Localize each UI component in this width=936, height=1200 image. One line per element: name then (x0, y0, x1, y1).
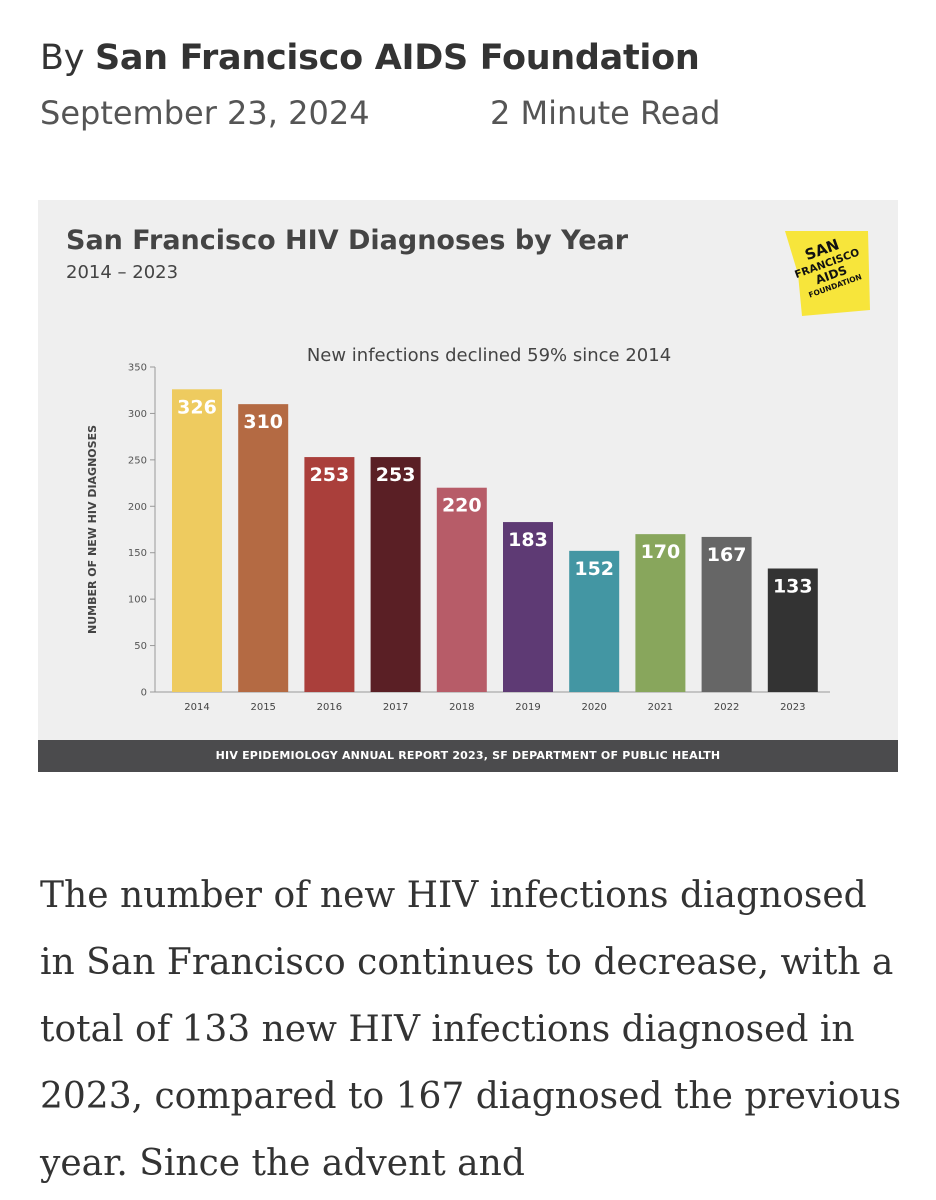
byline-prefix: By (40, 38, 85, 78)
y-tick-label: 200 (128, 502, 147, 513)
chart-card: San Francisco HIV Diagnoses by Year 2014… (38, 200, 898, 772)
y-tick-label: 250 (128, 455, 147, 466)
bar-value-label: 170 (641, 541, 681, 563)
x-tick-label: 2022 (714, 702, 739, 713)
x-tick-label: 2020 (581, 702, 606, 713)
bar-value-label: 310 (243, 411, 283, 433)
y-axis-label: NUMBER OF NEW HIV DIAGNOSES (86, 425, 99, 634)
bar-value-label: 133 (773, 576, 813, 598)
bar-2020 (569, 550, 620, 692)
bar-2019 (503, 522, 553, 692)
chart-annotation: New infections declined 59% since 2014 (307, 345, 671, 366)
x-tick-label: 2021 (648, 702, 673, 713)
bar-2023 (767, 568, 818, 692)
bar-value-label: 183 (508, 529, 548, 551)
x-tick-label: 2018 (449, 702, 474, 713)
bar-value-label: 167 (707, 544, 747, 566)
y-tick-label: 50 (134, 641, 147, 652)
publish-date: September 23, 2024 (40, 94, 370, 132)
x-tick-label: 2015 (250, 702, 275, 713)
author-link[interactable]: San Francisco AIDS Foundation (94, 38, 700, 78)
article-body: The number of new HIV infections diagnos… (40, 875, 902, 1184)
bar-2021 (635, 534, 686, 692)
bar-2022 (701, 536, 752, 692)
bar-2015 (238, 404, 289, 692)
y-tick-label: 350 (128, 363, 147, 374)
y-tick-label: 0 (141, 688, 147, 699)
x-tick-label: 2019 (515, 702, 540, 713)
x-tick-label: 2023 (780, 702, 805, 713)
logo-shape (785, 231, 870, 316)
bar-value-label: 253 (376, 464, 416, 486)
chart-subtitle: 2014 – 2023 (66, 262, 179, 283)
bar-value-label: 220 (442, 495, 482, 517)
read-time: 2 Minute Read (490, 94, 721, 132)
bar-value-label: 326 (177, 396, 217, 418)
y-tick-label: 300 (128, 409, 147, 420)
bar-2018 (436, 487, 487, 692)
bar-2014 (172, 389, 222, 692)
article-meta: September 23, 2024 2 Minute Read (40, 94, 720, 132)
bar-value-label: 152 (574, 558, 614, 580)
x-tick-label: 2017 (383, 702, 408, 713)
byline: By San Francisco AIDS Foundation (40, 38, 700, 78)
bar-value-label: 253 (310, 464, 350, 486)
bar-chart: New infections declined 59% since 2014 NU… (86, 231, 870, 713)
bar-2017 (370, 457, 421, 692)
x-tick-label: 2014 (184, 702, 209, 713)
source-note: HIV EPIDEMIOLOGY ANNUAL REPORT 2023, SF … (38, 740, 898, 772)
chart-title: San Francisco HIV Diagnoses by Year (66, 225, 629, 256)
bar-2016 (304, 457, 355, 692)
y-tick-label: 100 (128, 595, 147, 606)
y-tick-label: 150 (128, 548, 147, 559)
x-tick-label: 2016 (317, 702, 342, 713)
